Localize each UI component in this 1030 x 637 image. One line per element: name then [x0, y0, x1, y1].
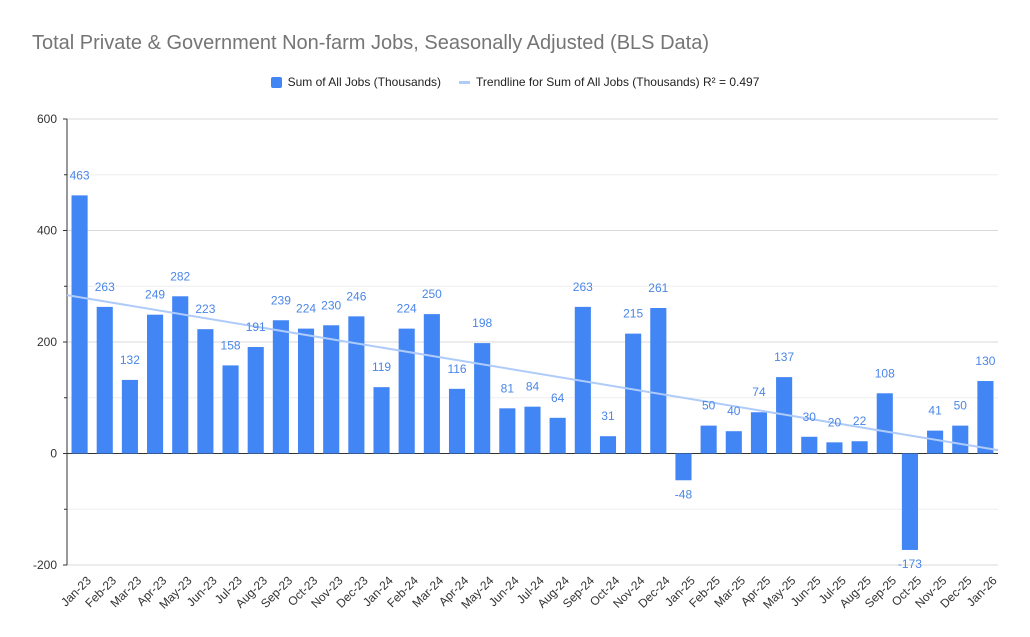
data-label: 239	[271, 293, 291, 307]
bar[interactable]	[121, 379, 138, 454]
bar[interactable]	[826, 442, 843, 454]
data-label: 191	[246, 320, 266, 334]
bar[interactable]	[927, 430, 944, 454]
data-label: -173	[898, 557, 922, 571]
bar[interactable]	[297, 328, 315, 454]
bar[interactable]	[197, 329, 214, 454]
legend-item-trendline[interactable]: Trendline for Sum of All Jobs (Thousands…	[459, 75, 759, 89]
data-label: 263	[95, 280, 115, 294]
bar[interactable]	[725, 431, 742, 454]
data-label: 64	[551, 391, 565, 405]
bar[interactable]	[247, 347, 264, 454]
data-label: 158	[221, 338, 241, 352]
data-label: 137	[774, 350, 794, 364]
bar[interactable]	[448, 388, 466, 454]
bar[interactable]	[524, 406, 541, 454]
legend-bar-label: Sum of All Jobs (Thousands)	[287, 75, 442, 89]
data-label: 132	[120, 353, 140, 367]
data-label: 261	[648, 281, 668, 295]
data-label: 230	[321, 298, 341, 312]
bar[interactable]	[876, 393, 893, 454]
bar[interactable]	[499, 408, 516, 454]
data-label: 22	[853, 414, 867, 428]
bar[interactable]	[750, 412, 768, 454]
y-tick-label: 0	[50, 447, 57, 461]
data-label: 249	[145, 288, 165, 302]
data-label: 223	[195, 302, 215, 316]
data-label: 130	[975, 354, 995, 368]
bar[interactable]	[801, 436, 818, 454]
data-label: 224	[397, 302, 417, 316]
bar[interactable]	[549, 417, 566, 454]
legend-trend-swatch-icon	[459, 80, 471, 84]
data-label: 50	[954, 399, 968, 413]
legend-item-bars[interactable]: Sum of All Jobs (Thousands)	[270, 75, 442, 89]
data-label: 84	[526, 380, 540, 394]
data-label: 108	[875, 366, 895, 380]
bar[interactable]	[272, 320, 289, 454]
data-label: 198	[472, 316, 492, 330]
bar[interactable]	[172, 296, 189, 454]
legend-trend-label: Trendline for Sum of All Jobs (Thousands…	[476, 75, 760, 89]
chart-title: Total Private & Government Non-farm Jobs…	[32, 32, 709, 54]
trendline	[66, 294, 999, 452]
data-label: 30	[803, 410, 817, 424]
data-label: 250	[422, 287, 442, 301]
data-label: 224	[296, 302, 316, 316]
legend-bar-swatch-icon	[270, 76, 282, 88]
bar[interactable]	[700, 425, 717, 454]
bar[interactable]	[851, 441, 868, 454]
bar[interactable]	[474, 343, 491, 454]
bar[interactable]	[373, 387, 390, 454]
bar[interactable]	[952, 425, 969, 454]
bar[interactable]	[71, 195, 88, 454]
bar[interactable]	[323, 325, 340, 454]
data-label: 116	[447, 362, 466, 376]
bar[interactable]	[222, 365, 239, 454]
data-label: 41	[928, 404, 942, 418]
bar[interactable]	[599, 436, 617, 454]
data-label: 74	[752, 385, 766, 399]
y-tick-label: 600	[37, 112, 57, 126]
y-tick-label: -200	[33, 558, 57, 572]
data-label: 282	[170, 269, 190, 283]
data-label: 246	[346, 289, 366, 303]
data-label: 463	[70, 168, 90, 182]
data-label: -48	[675, 487, 693, 501]
data-label: 263	[573, 280, 593, 294]
bar[interactable]	[147, 314, 164, 454]
data-label: 20	[828, 415, 842, 429]
bar[interactable]	[675, 453, 692, 481]
data-label: 215	[623, 307, 643, 321]
bar[interactable]	[398, 328, 415, 454]
bar[interactable]	[901, 453, 918, 550]
data-label: 50	[702, 399, 716, 413]
data-label: 81	[501, 381, 515, 395]
bar[interactable]	[348, 316, 365, 454]
bar[interactable]	[423, 314, 440, 454]
data-label: 119	[372, 360, 391, 374]
y-tick-label: 200	[37, 335, 57, 349]
data-label: 31	[601, 409, 615, 423]
data-label: 40	[727, 404, 741, 418]
bar[interactable]	[650, 307, 667, 454]
bar[interactable]	[977, 381, 994, 454]
y-tick-label: 400	[37, 224, 57, 238]
bar[interactable]	[625, 333, 642, 454]
bar[interactable]	[96, 306, 113, 454]
legend: Sum of All Jobs (Thousands) Trendline fo…	[0, 75, 1030, 89]
